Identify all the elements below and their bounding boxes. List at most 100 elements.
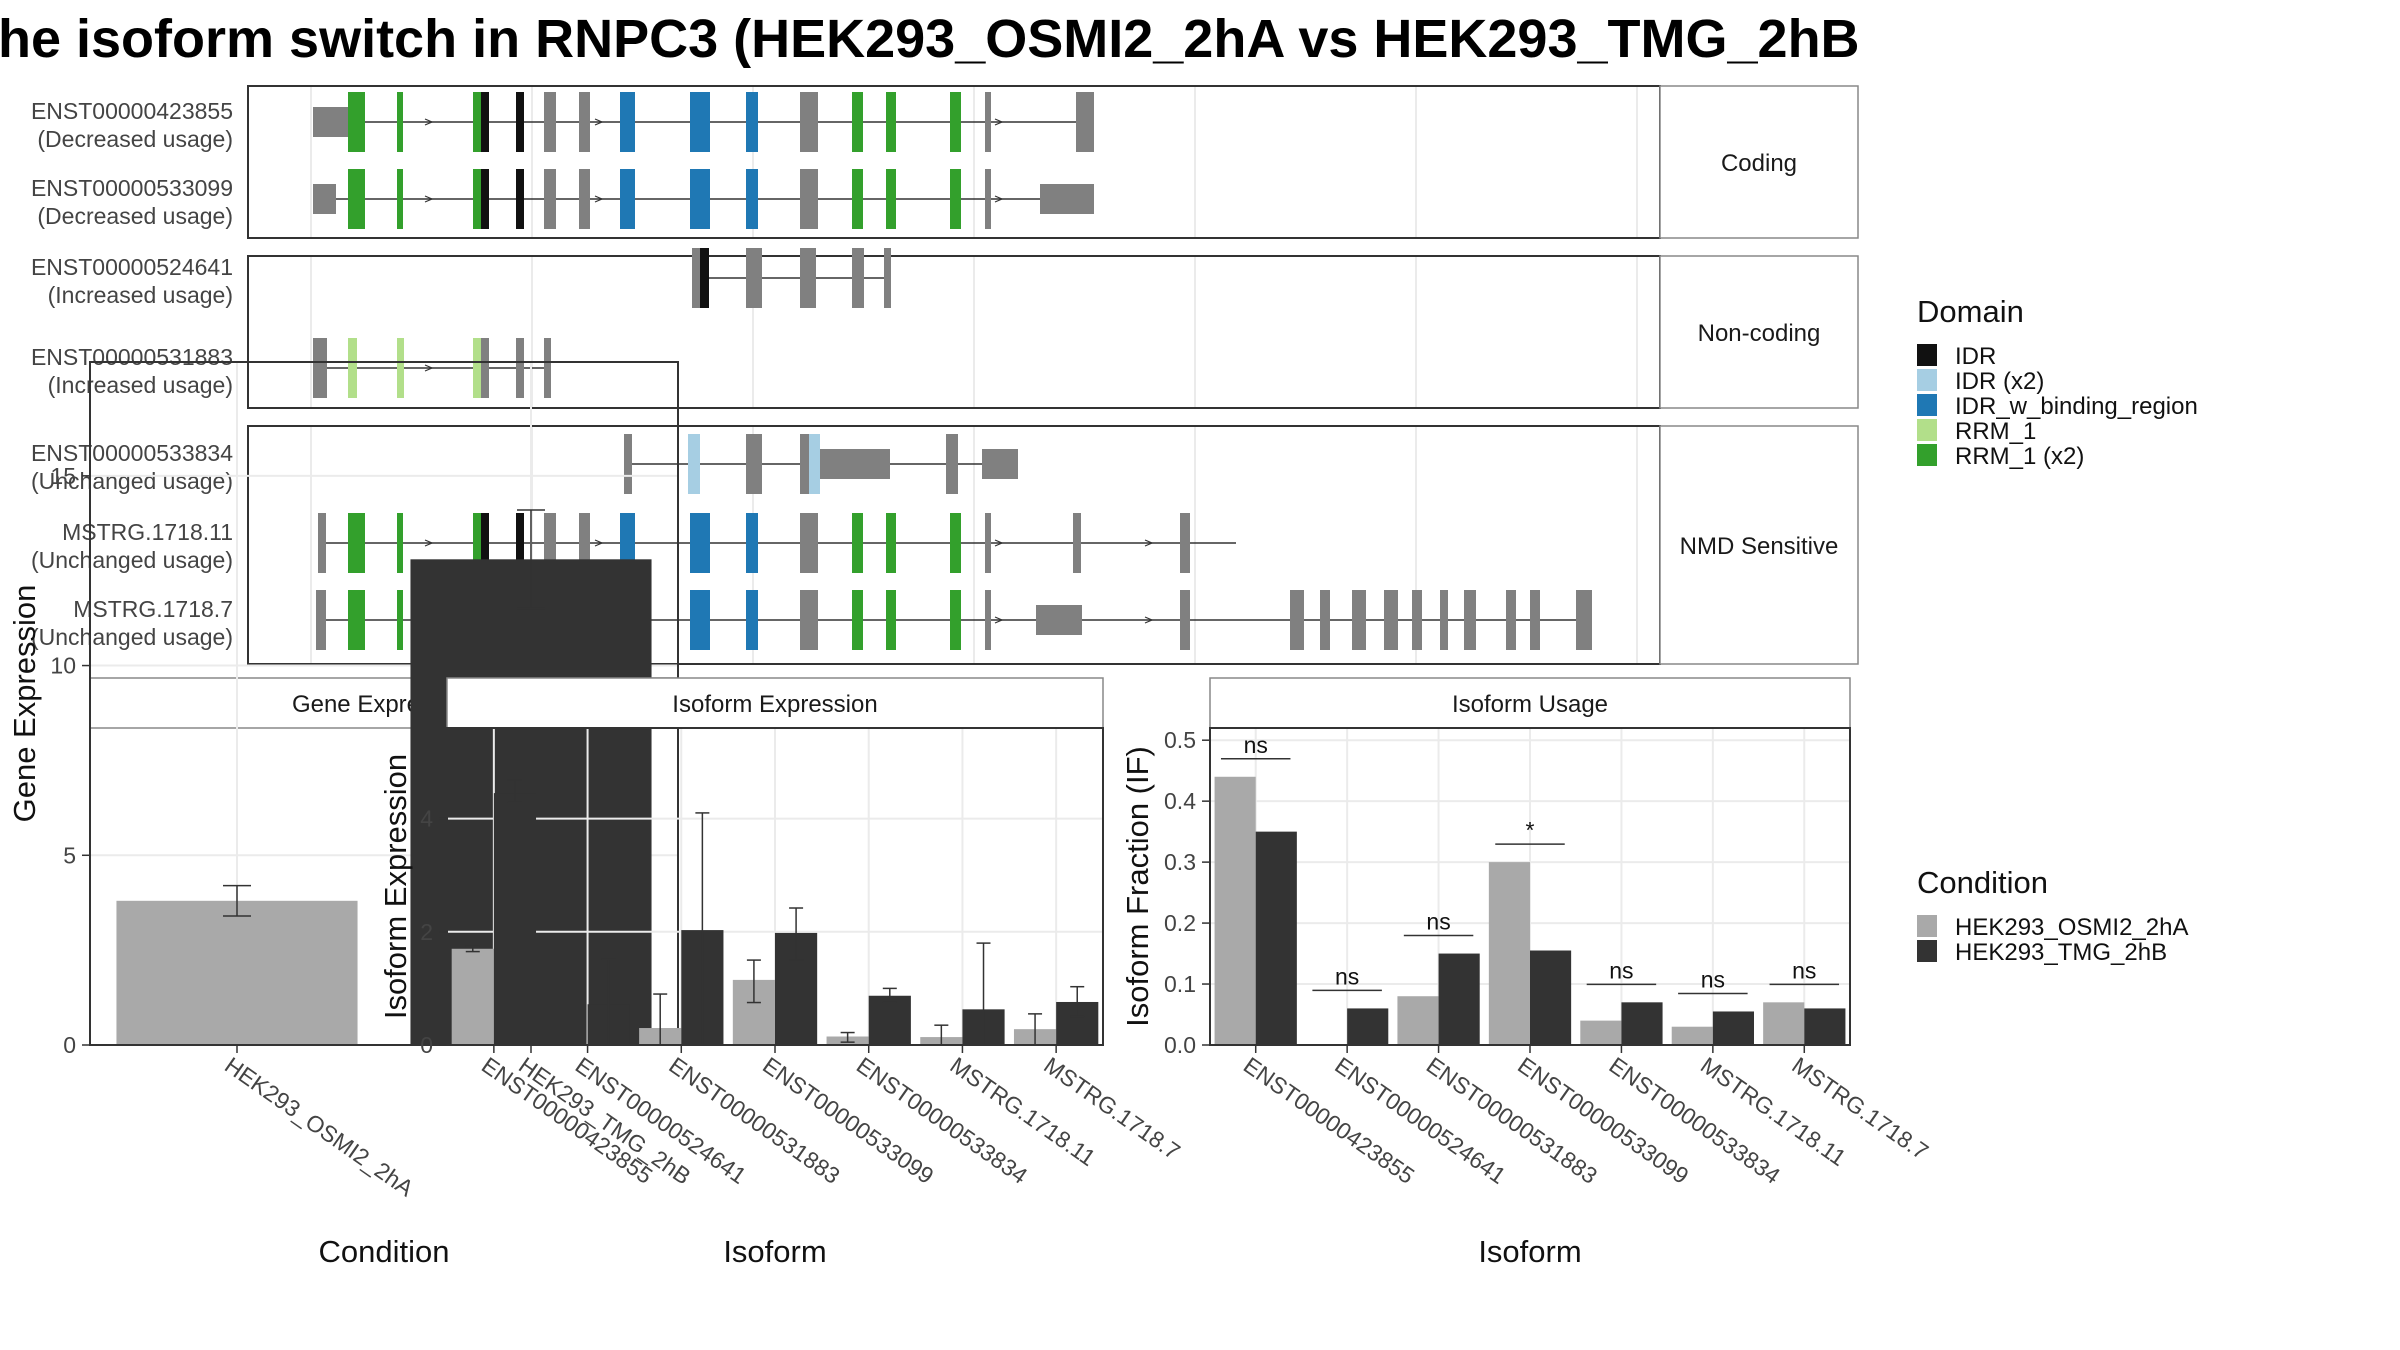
- exon: [316, 590, 326, 650]
- bar: [451, 948, 494, 1045]
- exon: [800, 92, 818, 152]
- exon: [1076, 92, 1094, 152]
- bar: [1214, 776, 1256, 1045]
- exon: [1290, 590, 1304, 650]
- x-axis-label: Condition: [319, 1234, 450, 1269]
- significance-label: ns: [1244, 732, 1268, 758]
- exon: [481, 92, 489, 152]
- exon: [318, 513, 326, 573]
- bar: [1712, 1011, 1754, 1045]
- exon: [516, 92, 524, 152]
- bar: [1255, 831, 1297, 1045]
- exon: [516, 513, 524, 573]
- bar: [1763, 1002, 1805, 1045]
- exon: [473, 338, 481, 398]
- x-tick-label: ENST00000524641: [1330, 1052, 1510, 1189]
- domain-legend-swatch: [1917, 394, 1937, 416]
- exon: [473, 169, 481, 229]
- intron-arrow: [424, 118, 434, 126]
- bar: [1347, 1008, 1389, 1045]
- facet-strip-label: NMD Sensitive: [1680, 533, 1839, 560]
- exon: [579, 169, 590, 229]
- exon: [1506, 590, 1516, 650]
- exon: [690, 513, 710, 573]
- y-tick-label: 0.5: [1164, 727, 1196, 753]
- exon: [544, 92, 556, 152]
- significance-label: *: [1526, 817, 1535, 843]
- bar: [1804, 1008, 1846, 1045]
- exon: [624, 434, 632, 494]
- exon: [886, 92, 896, 152]
- isoform-usage-label: (Unchanged usage): [31, 547, 233, 573]
- intron-arrow: [1144, 616, 1154, 624]
- transcript-panel-bg: [248, 256, 1660, 408]
- exon: [313, 338, 327, 398]
- isoform-usage-label: (Increased usage): [48, 372, 233, 398]
- x-axis-label: Isoform: [723, 1234, 826, 1269]
- exon: [746, 434, 762, 494]
- domain-legend-swatch: [1917, 344, 1937, 366]
- exon: [800, 590, 818, 650]
- exon: [516, 169, 524, 229]
- isoform-usage-label: (Increased usage): [48, 282, 233, 308]
- intron-arrow: [994, 616, 1004, 624]
- y-tick-label: 4: [420, 806, 433, 832]
- significance-label: ns: [1609, 957, 1633, 983]
- bar: [493, 793, 537, 1045]
- isoform-name-label: ENST00000533099: [31, 175, 233, 201]
- exon: [820, 449, 890, 479]
- bar: [868, 995, 911, 1045]
- exon: [692, 248, 700, 308]
- bar: [1438, 953, 1480, 1045]
- exon: [397, 590, 403, 650]
- y-tick-label: 2: [420, 919, 433, 945]
- condition-legend-swatch: [1917, 940, 1937, 962]
- exon: [313, 184, 336, 214]
- exon: [950, 513, 961, 573]
- intron-arrow: [1144, 539, 1154, 547]
- figure-title: he isoform switch in RNPC3 (HEK293_OSMI2…: [0, 9, 1860, 69]
- domain-legend-title: Domain: [1917, 294, 2024, 329]
- exon: [746, 248, 762, 308]
- exon: [481, 513, 489, 573]
- y-tick-label: 10: [50, 653, 76, 679]
- exon: [982, 449, 1018, 479]
- exon: [1530, 590, 1540, 650]
- exon: [800, 169, 818, 229]
- intron-arrow: [424, 195, 434, 203]
- x-tick-label: ENST00000533099: [1513, 1052, 1693, 1189]
- exon: [688, 434, 700, 494]
- y-axis-label: Isoform Fraction (IF): [1120, 746, 1155, 1027]
- exon: [620, 513, 635, 573]
- exon: [473, 513, 481, 573]
- exon: [1180, 590, 1190, 650]
- exon: [1464, 590, 1476, 650]
- domain-legend-label: IDR (x2): [1955, 368, 2044, 395]
- y-tick-label: 0: [420, 1032, 433, 1058]
- exon: [985, 92, 991, 152]
- exon: [544, 169, 556, 229]
- y-tick-label: 5: [63, 842, 76, 868]
- exon: [950, 590, 961, 650]
- bar: [1671, 1026, 1713, 1045]
- bar: [116, 900, 358, 1045]
- x-tick-label: ENST00000533099: [758, 1052, 938, 1189]
- exon: [481, 169, 489, 229]
- y-axis-label: Isoform Expression: [378, 754, 413, 1019]
- isoform-usage-label: (Unchanged usage): [31, 468, 233, 494]
- isoform-name-label: MSTRG.1718.11: [62, 519, 233, 545]
- bar: [1580, 1020, 1622, 1045]
- exon: [397, 513, 403, 573]
- exon: [690, 590, 710, 650]
- exon: [544, 513, 556, 573]
- exon: [690, 169, 710, 229]
- significance-label: ns: [1335, 963, 1359, 989]
- chart-title: Isoform Usage: [1452, 691, 1608, 718]
- exon: [950, 169, 961, 229]
- isoform-name-label: ENST00000531883: [31, 344, 233, 370]
- exon: [690, 92, 710, 152]
- exon: [1384, 590, 1398, 650]
- exon: [348, 92, 365, 152]
- bar: [1621, 1002, 1663, 1045]
